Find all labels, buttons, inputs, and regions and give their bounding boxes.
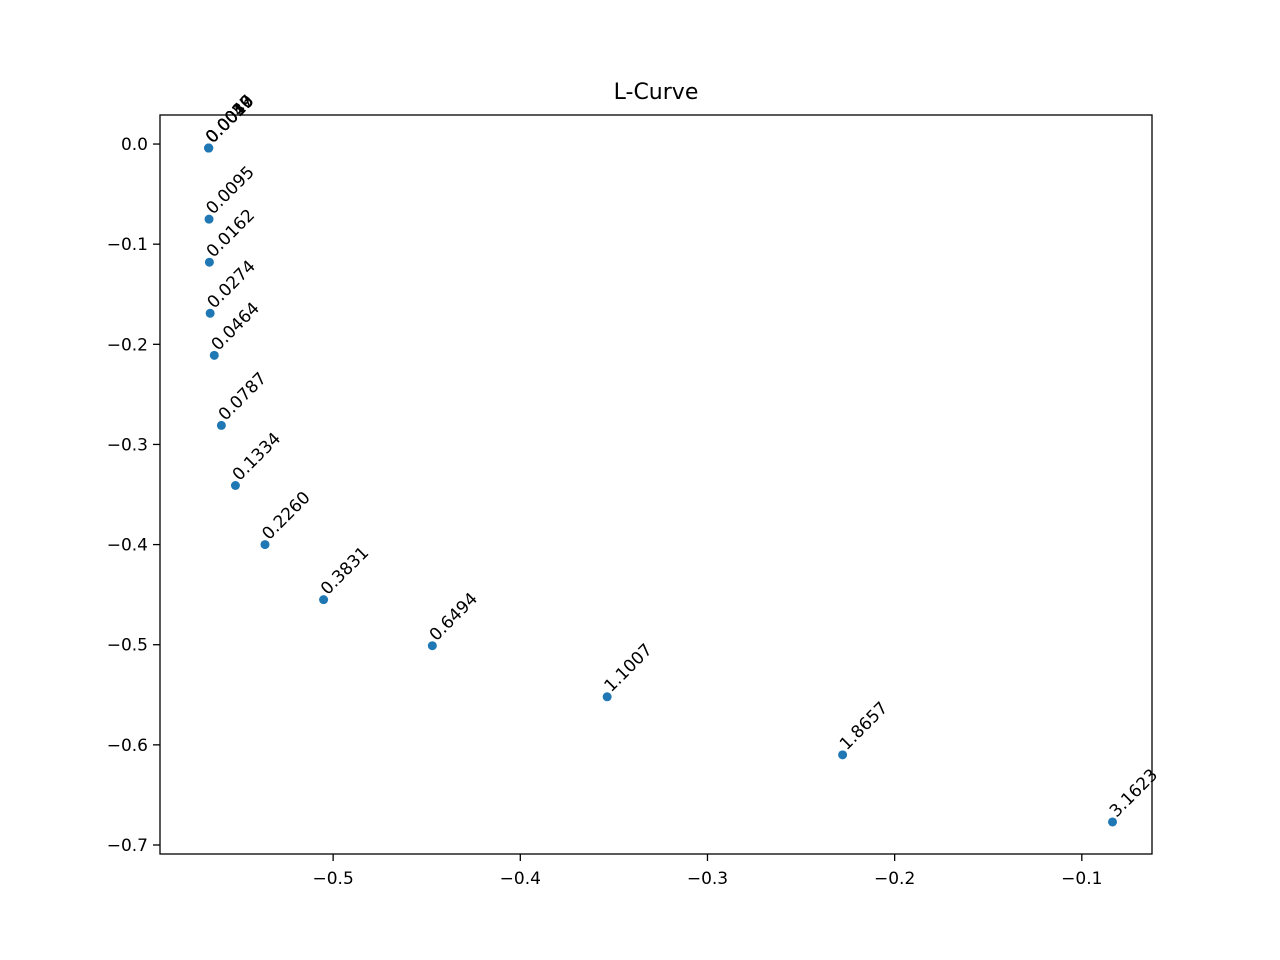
- data-point-label: 0.3831: [317, 543, 373, 599]
- x-tick-label: −0.4: [500, 869, 541, 889]
- data-point-label: 0.1334: [229, 429, 285, 485]
- data-point: [260, 540, 270, 550]
- y-tick-label: −0.6: [107, 736, 148, 756]
- y-tick-label: 0.0: [121, 135, 148, 155]
- data-point-label: 0.0787: [215, 369, 271, 425]
- data-point-labels: 0.00100.00170.00290.00490.00560.00950.01…: [202, 91, 1162, 821]
- data-point: [204, 214, 214, 224]
- data-point: [205, 308, 215, 318]
- chart-title: L-Curve: [614, 80, 699, 105]
- data-point: [1108, 817, 1118, 827]
- data-point-label: 0.6494: [426, 589, 482, 645]
- data-point: [319, 595, 329, 605]
- data-point-label: 1.8657: [836, 698, 892, 754]
- x-tick-label: −0.5: [312, 869, 353, 889]
- data-point-label: 0.0056: [202, 91, 258, 147]
- data-point-label: 3.1623: [1106, 765, 1162, 821]
- data-point: [204, 257, 214, 267]
- y-tick-label: −0.1: [107, 235, 148, 255]
- y-tick-label: −0.4: [107, 536, 148, 556]
- data-point: [204, 143, 214, 153]
- x-tick-label: −0.1: [1061, 869, 1102, 889]
- data-point-label: 0.0095: [202, 162, 258, 218]
- plot-frame: [159, 114, 1153, 855]
- data-point: [838, 750, 848, 760]
- data-point-label: 1.1007: [601, 640, 657, 696]
- data-points: [204, 143, 1118, 827]
- data-point: [216, 420, 226, 430]
- x-tick-label: −0.2: [874, 869, 915, 889]
- y-tick-label: −0.3: [107, 435, 148, 455]
- y-tick-label: −0.5: [107, 636, 148, 656]
- data-point: [209, 350, 219, 360]
- data-point: [230, 481, 240, 491]
- data-point: [602, 692, 612, 702]
- x-tick-label: −0.3: [687, 869, 728, 889]
- axis-ticks: −0.5 −0.4 −0.3 −0.2 −0.1 0.0 −0.1 −0.2 −0.3 −0.4 −…: [107, 135, 1103, 889]
- y-tick-label: −0.7: [107, 836, 148, 856]
- y-tick-label: −0.2: [107, 335, 148, 355]
- data-point: [427, 641, 437, 651]
- data-point-label: 0.2260: [258, 488, 314, 544]
